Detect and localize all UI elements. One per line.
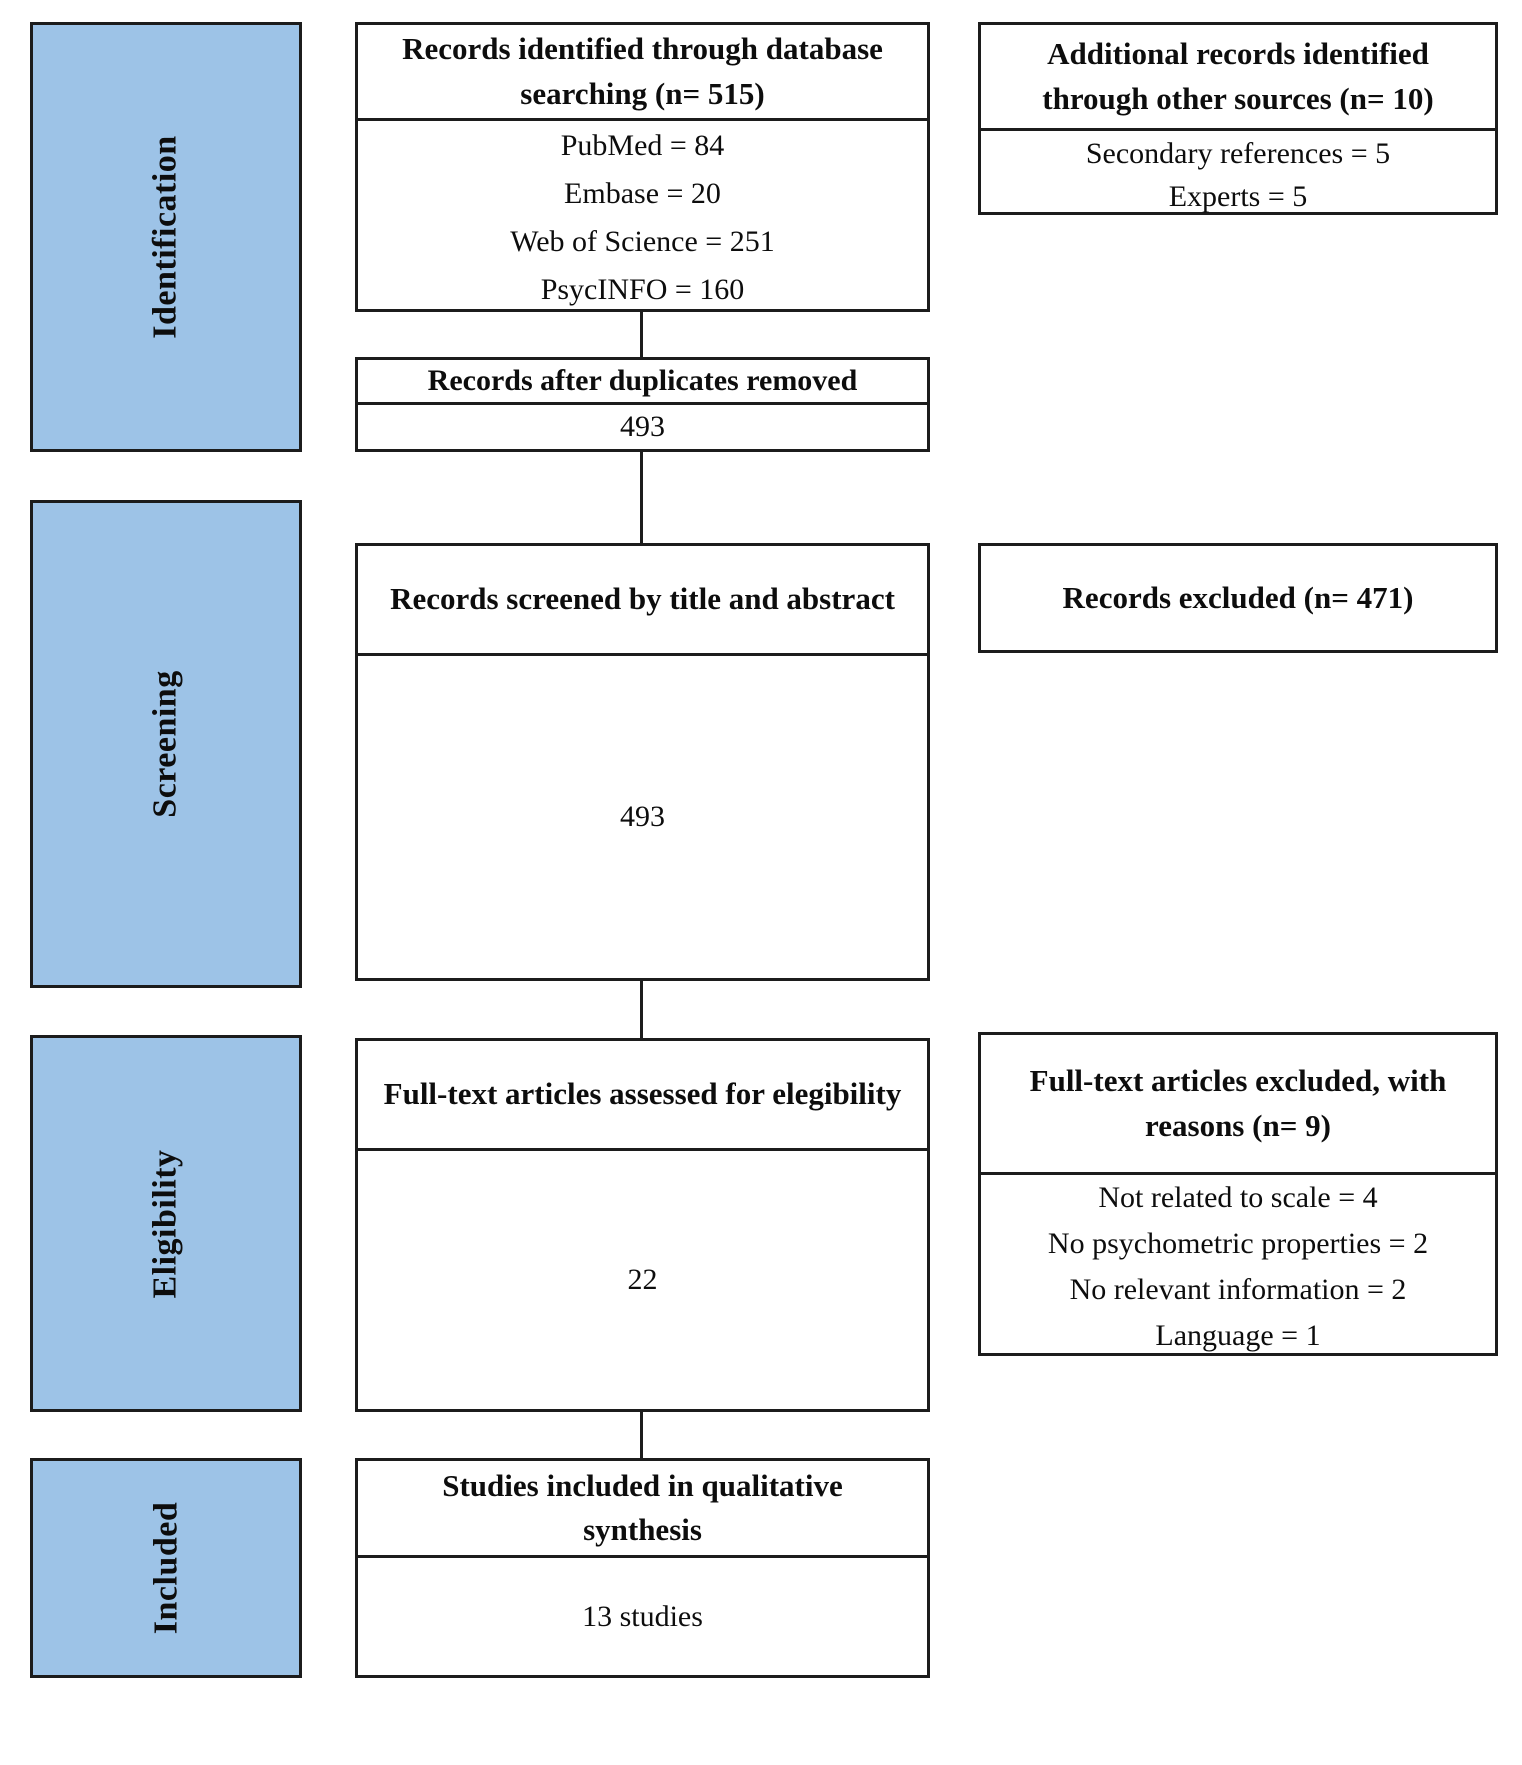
box-after-duplicates-header: Records after duplicates removed	[358, 360, 927, 405]
other-sources-secondary-references: Secondary references = 5	[1085, 137, 1391, 170]
stage-screening-label: Screening	[147, 670, 184, 818]
stage-screening: Screening	[30, 500, 302, 988]
db-count-psycinfo: PsycINFO = 160	[540, 273, 745, 306]
box-other-sources-body: Secondary references = 5 Experts = 5	[981, 131, 1495, 218]
box-fulltext-assessed: Full-text articles assessed for elegibil…	[355, 1038, 930, 1412]
box-database-searching: Records identified through database sear…	[355, 22, 930, 312]
excluded-reason-no-psychometric: No psychometric properties = 2	[1047, 1227, 1429, 1260]
excluded-reason-language: Language = 1	[1155, 1319, 1321, 1352]
excluded-reason-not-related: Not related to scale = 4	[1098, 1181, 1378, 1214]
included-studies-count: 13 studies	[582, 1599, 703, 1633]
box-fulltext-excluded-header: Full-text articles excluded, with reason…	[981, 1035, 1495, 1175]
db-count-pubmed: PubMed = 84	[560, 129, 725, 162]
box-records-excluded: Records excluded (n= 471)	[978, 543, 1498, 653]
box-fulltext-assessed-header: Full-text articles assessed for elegibil…	[358, 1041, 927, 1151]
box-other-sources: Additional records identified through ot…	[978, 22, 1498, 215]
records-screened-count: 493	[620, 800, 665, 833]
connector-line-screened-to-fulltext	[640, 981, 643, 1038]
stage-identification-label: Identification	[146, 135, 184, 339]
box-records-screened: Records screened by title and abstract 4…	[355, 543, 930, 981]
connector-line-identification-to-duplicates	[640, 312, 643, 357]
box-included-qualitative-header: Studies included in qualitative synthesi…	[358, 1461, 927, 1558]
box-included-qualitative: Studies included in qualitative synthesi…	[355, 1458, 930, 1678]
box-after-duplicates: Records after duplicates removed 493	[355, 357, 930, 452]
stage-eligibility-label: Eligibility	[147, 1148, 184, 1299]
box-fulltext-excluded-body: Not related to scale = 4 No psychometric…	[981, 1175, 1495, 1359]
stage-eligibility: Eligibility	[30, 1035, 302, 1412]
stage-included-label: Included	[147, 1501, 184, 1635]
stage-identification: Identification	[30, 22, 302, 452]
db-count-web-of-science: Web of Science = 251	[510, 225, 775, 258]
after-duplicates-count: 493	[620, 410, 665, 443]
box-database-searching-body: PubMed = 84 Embase = 20 Web of Science =…	[358, 121, 927, 314]
fulltext-assessed-count: 22	[627, 1263, 658, 1296]
excluded-reason-no-relevant-info: No relevant information = 2	[1069, 1273, 1407, 1306]
box-other-sources-header: Additional records identified through ot…	[981, 25, 1495, 131]
box-database-searching-header: Records identified through database sear…	[358, 25, 927, 121]
box-records-screened-header: Records screened by title and abstract	[358, 546, 927, 656]
records-excluded-label: Records excluded (n= 471)	[1062, 580, 1414, 615]
stage-included: Included	[30, 1458, 302, 1678]
db-count-embase: Embase = 20	[564, 177, 721, 210]
other-sources-experts: Experts = 5	[1168, 180, 1308, 213]
connector-line-fulltext-to-included	[640, 1412, 643, 1458]
connector-line-duplicates-to-screened	[640, 452, 643, 543]
box-fulltext-excluded: Full-text articles excluded, with reason…	[978, 1032, 1498, 1356]
